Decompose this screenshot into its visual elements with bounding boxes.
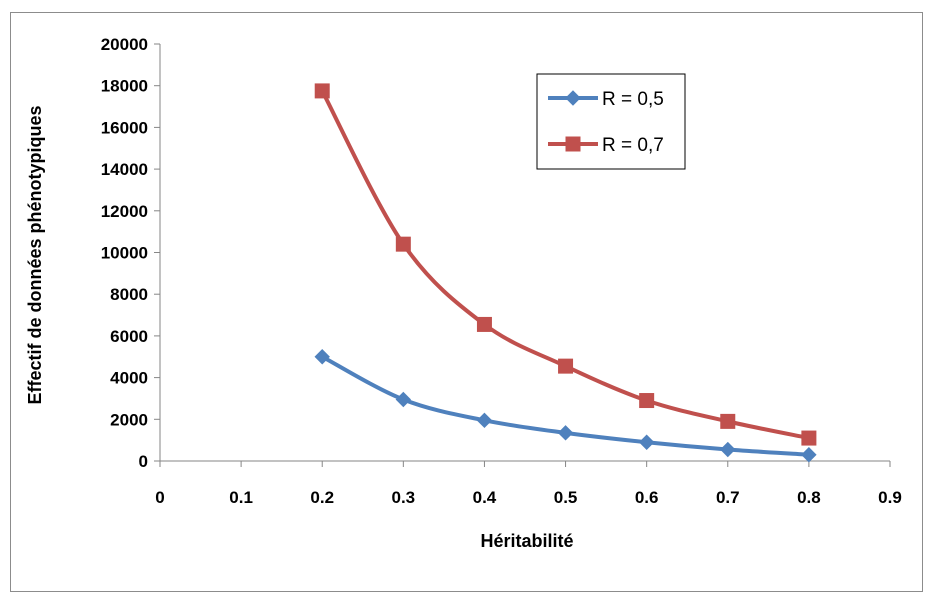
- data-point-diamond: [476, 412, 493, 429]
- data-point-diamond: [557, 425, 574, 441]
- legend-label: R = 0,7: [602, 135, 664, 156]
- series-1: [314, 349, 817, 463]
- data-point-square: [476, 316, 492, 332]
- x-tick-label: 0.3: [392, 488, 416, 507]
- y-tick-label: 8000: [110, 285, 148, 304]
- chart-frame: [10, 12, 923, 592]
- x-tick-label: 0.5: [554, 488, 578, 507]
- y-axis-ticks: 0 2000 4000 6000 8000 10000 12000 14000 16000 180…: [101, 35, 160, 471]
- data-point-diamond: [314, 349, 330, 365]
- x-tick-label: 0.1: [229, 488, 253, 507]
- y-tick-label: 4000: [110, 369, 148, 388]
- x-tick-label: 0.4: [473, 488, 497, 507]
- data-point-square: [314, 83, 330, 99]
- x-tick-label: 0.2: [310, 488, 334, 507]
- legend-marker: [565, 90, 581, 106]
- y-axis-title: Effectif de données phénotypiques: [25, 105, 45, 404]
- x-axis-ticks: 0 0.1 0.2 0.3 0.4 0.5 0.6 0.7 0.8 0.9: [155, 461, 902, 507]
- data-point-square: [801, 430, 817, 446]
- axes: [159, 44, 890, 462]
- data-point-diamond: [638, 434, 655, 450]
- x-axis-title: Héritabilité: [480, 531, 573, 551]
- data-point-diamond: [720, 441, 736, 458]
- y-tick-label: 14000: [101, 160, 148, 179]
- x-tick-label: 0: [155, 488, 164, 507]
- y-tick-label: 20000: [101, 35, 148, 54]
- legend: R = 0,5 R = 0,7: [536, 73, 686, 170]
- y-tick-label: 2000: [110, 410, 148, 429]
- y-tick-label: 16000: [101, 118, 148, 137]
- series-2: [314, 83, 817, 446]
- data-point-square: [639, 393, 655, 409]
- data-point-square: [395, 236, 411, 252]
- y-tick-label: 6000: [110, 327, 148, 346]
- legend-marker: [565, 136, 581, 152]
- data-point-diamond: [801, 447, 817, 463]
- x-tick-label: 0.7: [716, 488, 740, 507]
- x-tick-label: 0.6: [635, 488, 659, 507]
- legend-box: [536, 73, 686, 170]
- data-point-square: [720, 413, 736, 429]
- y-tick-label: 10000: [101, 244, 148, 263]
- data-point-square: [558, 358, 574, 374]
- series-layer: [314, 83, 817, 463]
- x-tick-label: 0.8: [797, 488, 821, 507]
- y-tick-label: 18000: [101, 77, 148, 96]
- x-tick-label: 0.9: [878, 488, 902, 507]
- data-point-diamond: [395, 391, 412, 408]
- legend-label: R = 0,5: [602, 89, 664, 110]
- y-tick-label: 12000: [101, 202, 148, 221]
- y-tick-label: 0: [139, 452, 148, 471]
